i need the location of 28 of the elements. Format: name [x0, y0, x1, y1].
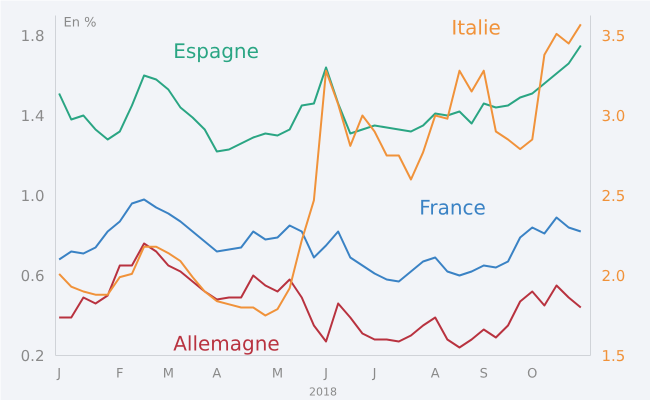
annotation: En % [64, 16, 96, 30]
y2-tick-label: 3.5 [602, 27, 626, 45]
y-tick-label: 1.4 [20, 107, 45, 125]
y-tick-label: 0.2 [20, 347, 45, 365]
series-label: Espagne [173, 39, 259, 64]
x-tick-label: J [372, 366, 376, 382]
y2-tick-label: 1.5 [602, 347, 626, 365]
series-label: France [419, 196, 486, 220]
y2-tick-label: 2.0 [602, 267, 626, 285]
x-tick-label: O [527, 366, 538, 382]
x-tick-label: A [430, 366, 440, 382]
x-tick-label: J [323, 366, 328, 382]
line-series [58, 198, 582, 282]
x-tick-label: S [480, 366, 488, 382]
line-series [58, 44, 582, 152]
x-axis-title: 2018 [309, 386, 338, 398]
y-tick-label: 1.0 [20, 187, 45, 205]
y2-tick-label: 2.5 [602, 187, 626, 205]
series-label: Allemagne [173, 332, 280, 356]
series-label: Italie [451, 15, 501, 40]
x-tick-label: M [272, 366, 284, 382]
x-tick-label: M [162, 366, 174, 382]
y-tick-label: 0.6 [20, 267, 45, 285]
x-tick-label: F [116, 366, 124, 382]
y2-tick-label: 3.0 [602, 107, 626, 125]
y-tick-label: 1.8 [20, 27, 45, 45]
x-tick-label: J [56, 366, 62, 382]
x-tick-label: A [212, 366, 222, 382]
